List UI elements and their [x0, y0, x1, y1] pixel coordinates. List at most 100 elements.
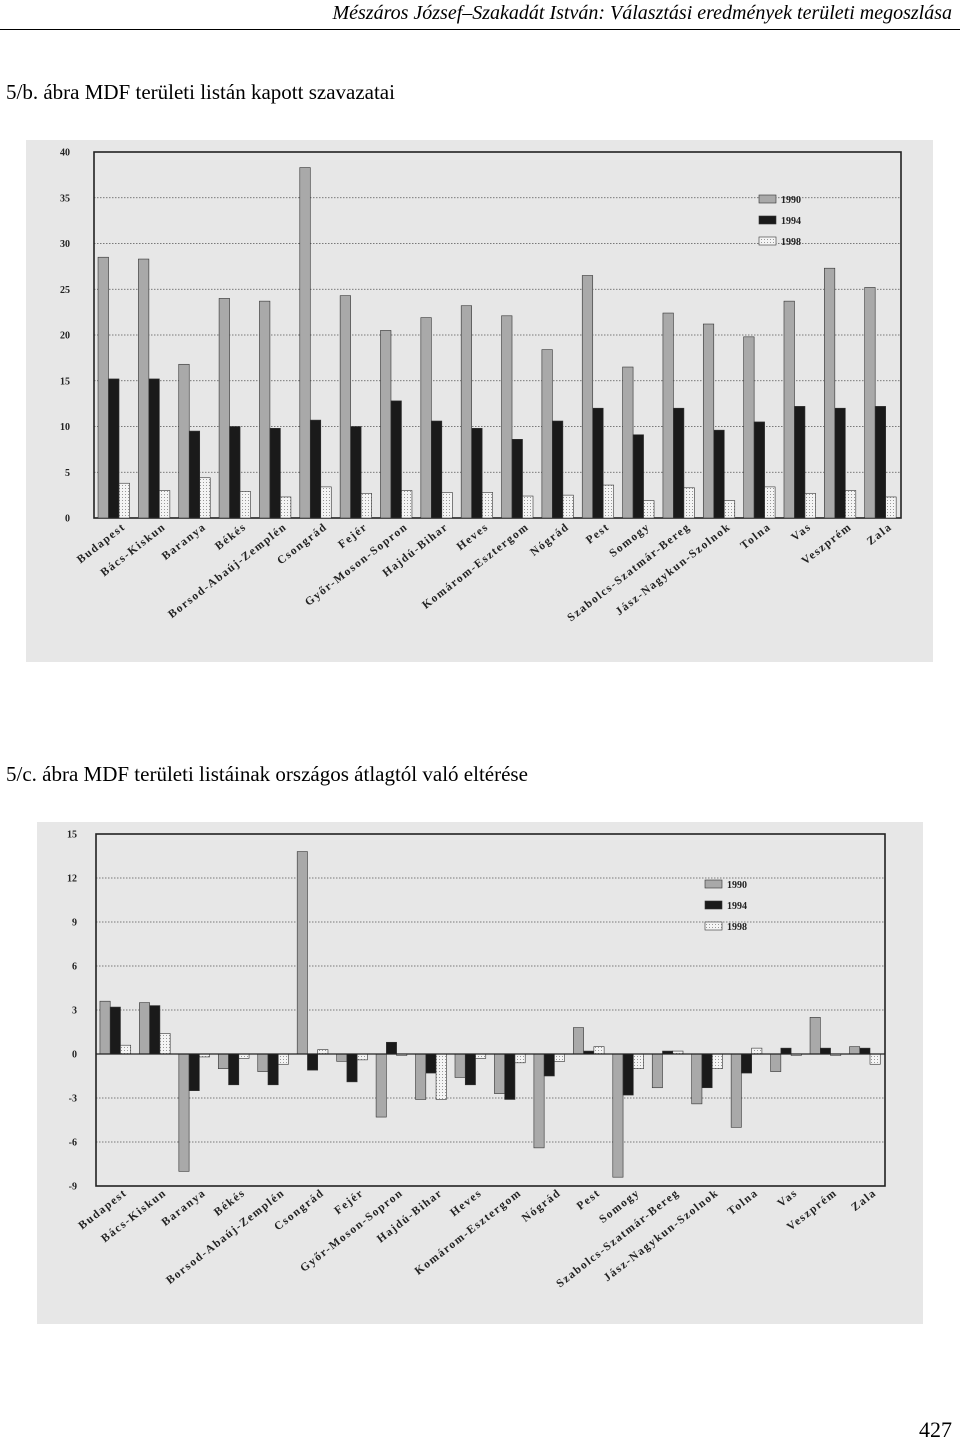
bar-1994-veszprem [834, 407, 846, 519]
y-tick-label: 3 [72, 1006, 77, 1017]
y-tick-label: -9 [69, 1182, 77, 1193]
y-tick-label: 30 [60, 239, 70, 250]
bar-1994-baranya [188, 1053, 200, 1091]
bar-1998-baranya [199, 477, 211, 519]
bar-1990-heves [454, 1053, 466, 1078]
y-tick-label: -3 [69, 1094, 77, 1105]
bar-1990-pest [573, 1027, 584, 1055]
bar-1990-bacs-kiskun [139, 1002, 150, 1055]
bar-1990-budapest [97, 256, 109, 519]
bar-1994-bekes [228, 1053, 240, 1086]
y-tick-label: 35 [60, 193, 70, 204]
y-tick-label: 12 [67, 874, 77, 885]
y-tick-label: 15 [67, 830, 77, 841]
bar-1990-pest [581, 275, 594, 519]
bar-1998-tolna [751, 1047, 763, 1055]
bar-1990-bekes [217, 1053, 229, 1069]
bar-1998-szabolcs-szatmar-bereg [683, 487, 695, 519]
bar-1998-somogy [643, 500, 655, 519]
y-tick-label: 15 [60, 376, 70, 387]
legend-swatch-1994 [704, 900, 723, 910]
bar-1990-nograd [541, 349, 553, 519]
category-label-hajdu-bihar: Hajdú-Bihar [375, 1187, 445, 1246]
bar-1990-baranya [178, 1053, 190, 1172]
category-label-zala: Zala [849, 1187, 879, 1214]
bar-1994-bacs-kiskun [148, 378, 160, 519]
plot-frame [93, 151, 902, 519]
bar-1990-gyor-moson-sopron [375, 1053, 387, 1118]
bar-1990-jasz-nagykun-szolnok [691, 1053, 703, 1105]
bar-1994-fejer [346, 1053, 358, 1083]
bar-1990-csongrad [299, 167, 311, 519]
category-label-heves: Heves [448, 1187, 484, 1219]
bar-1990-nograd [533, 1053, 545, 1149]
bar-1994-fejer [350, 426, 362, 519]
bar-1998-pest [602, 484, 615, 519]
figure-caption-5c: 5/c. ábra MDF területi listáinak országo… [6, 762, 528, 786]
bar-1994-vas [794, 406, 806, 519]
bar-1990-szabolcs-szatmar-bereg [651, 1053, 663, 1089]
legend-swatch-1994 [758, 215, 777, 225]
bar-1990-tolna [743, 336, 755, 519]
bar-1994-somogy [622, 1053, 634, 1096]
y-tick-label: 9 [72, 918, 77, 929]
bar-1998-somogy [633, 1053, 644, 1069]
bar-1998-csongrad [317, 1049, 329, 1055]
legend-swatch-1990 [704, 879, 723, 889]
bar-1994-komarom-esztergom [511, 439, 523, 519]
bar-1998-pest [593, 1046, 605, 1055]
bar-1998-budapest [118, 482, 130, 519]
bar-1998-borsod-abauj-zemplen [277, 1053, 289, 1065]
bar-1998-hajdu-bihar [435, 1053, 447, 1100]
bar-1998-jasz-nagykun-szolnok [711, 1053, 723, 1069]
bar-1994-jasz-nagykun-szolnok [701, 1053, 713, 1089]
bar-1994-heves [464, 1053, 476, 1086]
bar-1990-heves [460, 305, 472, 519]
bar-1994-zala [859, 1047, 871, 1055]
bar-1994-csongrad [307, 1053, 319, 1071]
bar-chart-5b: 0510152025303540BudapestBács-KiskunBaran… [60, 148, 902, 624]
bar-1994-bacs-kiskun [149, 1005, 161, 1055]
plot-frame [95, 833, 886, 1187]
bar-1998-zala [885, 496, 897, 519]
bar-1998-vas [804, 492, 816, 519]
bar-1994-tolna [753, 421, 765, 519]
legend-swatch-1998 [758, 236, 777, 246]
y-tick-label: 25 [60, 285, 70, 296]
category-label-baranya: Baranya [160, 1187, 209, 1229]
bar-1994-csongrad [309, 419, 322, 519]
legend-swatch-1998 [704, 921, 723, 931]
y-tick-label: 40 [60, 148, 70, 159]
bar-1990-zala [864, 287, 876, 519]
bar-1998-gyor-moson-sopron [401, 490, 413, 519]
bar-1990-hajdu-bihar [415, 1053, 427, 1100]
bar-1998-csongrad [320, 486, 332, 519]
bar-1998-borsod-abauj-zemplen [280, 496, 292, 519]
header-rule [0, 29, 960, 30]
y-tick-label: 0 [72, 1050, 77, 1061]
category-label-heves: Heves [455, 521, 491, 553]
bar-1990-veszprem [809, 1017, 821, 1055]
y-tick-label: 10 [60, 422, 70, 433]
bar-1994-zala [874, 406, 886, 519]
bar-1994-szabolcs-szatmar-bereg [673, 407, 685, 519]
bar-1994-gyor-moson-sopron [390, 400, 402, 519]
bar-1994-bekes [229, 426, 241, 519]
y-tick-label: 5 [65, 468, 70, 479]
bar-1990-komarom-esztergom [501, 315, 513, 519]
bar-1994-baranya [188, 430, 201, 519]
bar-1990-bacs-kiskun [138, 258, 150, 519]
category-label-tolna: Tolna [726, 1187, 761, 1218]
bar-1998-heves [481, 492, 493, 519]
bar-1990-vas [783, 300, 795, 519]
bar-1990-baranya [178, 363, 190, 519]
bar-1998-nograd [562, 494, 574, 519]
bar-1990-budapest [99, 1000, 111, 1055]
bar-1990-tolna [730, 1053, 742, 1128]
y-tick-label: 6 [72, 962, 77, 973]
bar-1994-heves [471, 428, 483, 519]
bar-1998-fejer [356, 1053, 368, 1061]
category-label-pest: Pest [575, 1187, 603, 1213]
bar-1994-veszprem [820, 1047, 831, 1055]
bar-1994-nograd [552, 420, 564, 519]
